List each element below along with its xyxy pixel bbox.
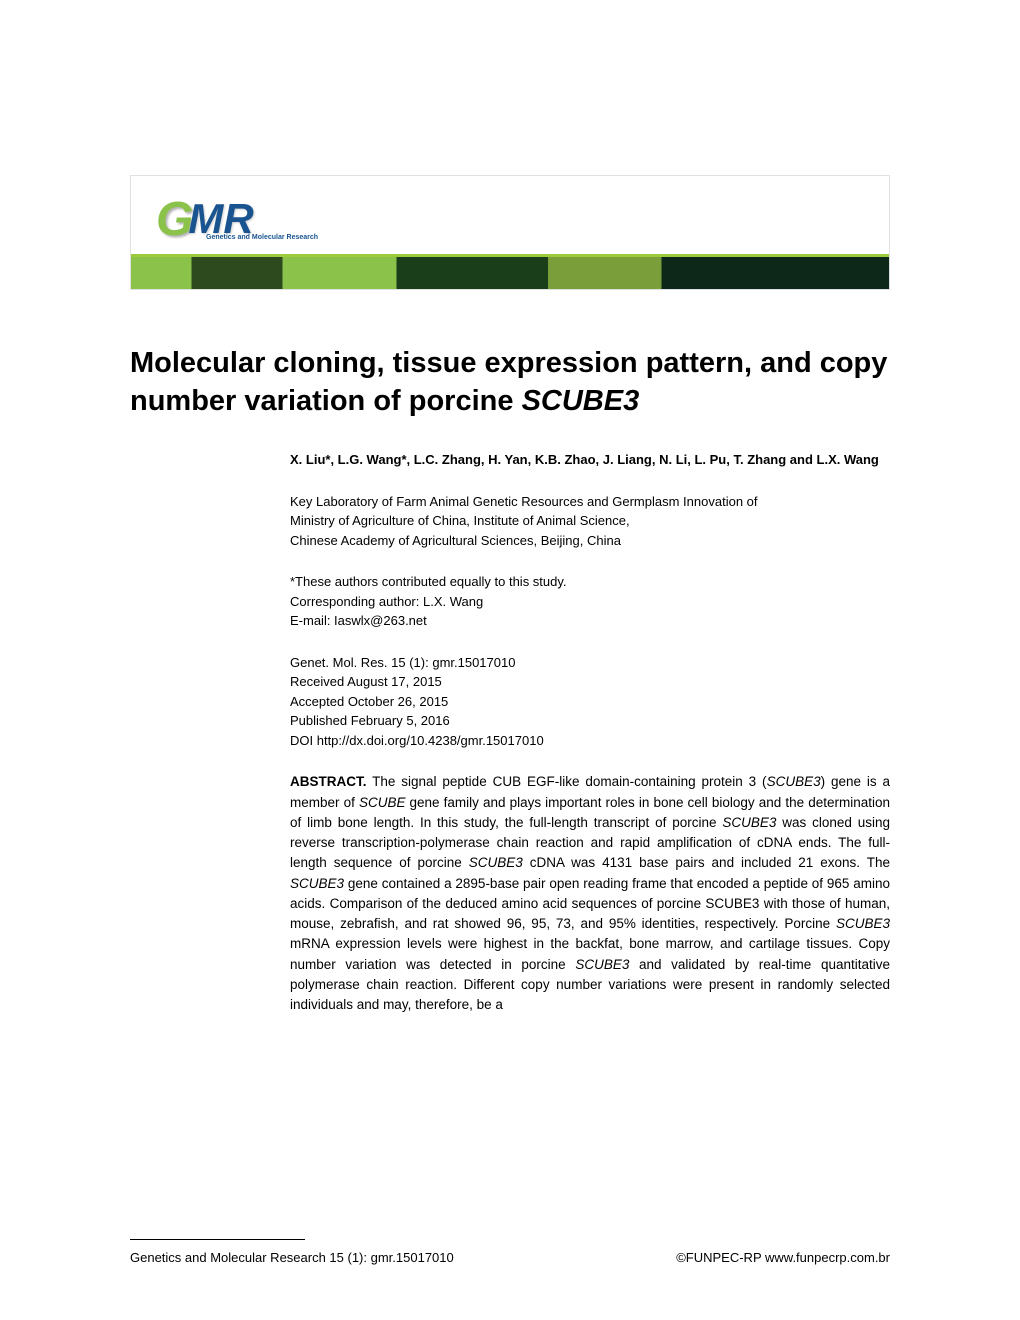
title-text: Molecular cloning, tissue expression pat… [130,347,887,417]
banner-decorative-strip [131,254,889,289]
abstract-block: ABSTRACT. The signal peptide CUB EGF-lik… [290,772,890,1015]
accepted-date: Accepted October 26, 2015 [290,692,890,712]
abstract-italic: SCUBE3 [836,916,890,931]
received-date: Received August 17, 2015 [290,672,890,692]
abstract-text: cDNA was 4131 base pairs and included 21… [523,855,890,870]
email: E-mail: Iaswlx@263.net [290,611,890,631]
citation-ref: Genet. Mol. Res. 15 (1): gmr.15017010 [290,653,890,673]
article-title: Molecular cloning, tissue expression pat… [130,345,890,420]
abstract-label: ABSTRACT. [290,774,367,789]
citation-block: Genet. Mol. Res. 15 (1): gmr.15017010 Re… [290,653,890,751]
affiliation-line: Chinese Academy of Agricultural Sciences… [290,531,890,551]
journal-logo: G MR [156,184,356,254]
page-footer: Genetics and Molecular Research 15 (1): … [130,1239,890,1265]
footer-divider [130,1239,305,1240]
abstract-text: The signal peptide CUB EGF-like domain-c… [367,774,767,789]
abstract-italic: SCUBE [359,795,406,810]
equal-contribution-note: *These authors contributed equally to th… [290,572,890,592]
abstract-italic: SCUBE3 [767,774,821,789]
affiliation-line: Ministry of Agriculture of China, Instit… [290,511,890,531]
abstract-italic: SCUBE3 [290,876,344,891]
affiliation-block: Key Laboratory of Farm Animal Genetic Re… [290,492,890,551]
abstract-italic: SCUBE3 [722,815,776,830]
doi: DOI http://dx.doi.org/10.4238/gmr.150170… [290,731,890,751]
title-italic: SCUBE3 [522,385,640,417]
correspondence-block: *These authors contributed equally to th… [290,572,890,631]
logo-subtitle: Genetics and Molecular Research [206,234,318,241]
abstract-italic: SCUBE3 [575,957,629,972]
journal-banner: G MR Genetics and Molecular Research [130,175,890,290]
abstract-italic: SCUBE3 [469,855,523,870]
published-date: Published February 5, 2016 [290,711,890,731]
authors-list: X. Liu*, L.G. Wang*, L.C. Zhang, H. Yan,… [290,450,890,470]
footer-copyright: ©FUNPEC-RP www.funpecrp.com.br [676,1250,890,1265]
footer-citation: Genetics and Molecular Research 15 (1): … [130,1250,454,1265]
abstract-text: gene contained a 2895-base pair open rea… [290,876,890,932]
corresponding-author: Corresponding author: L.X. Wang [290,592,890,612]
affiliation-line: Key Laboratory of Farm Animal Genetic Re… [290,492,890,512]
